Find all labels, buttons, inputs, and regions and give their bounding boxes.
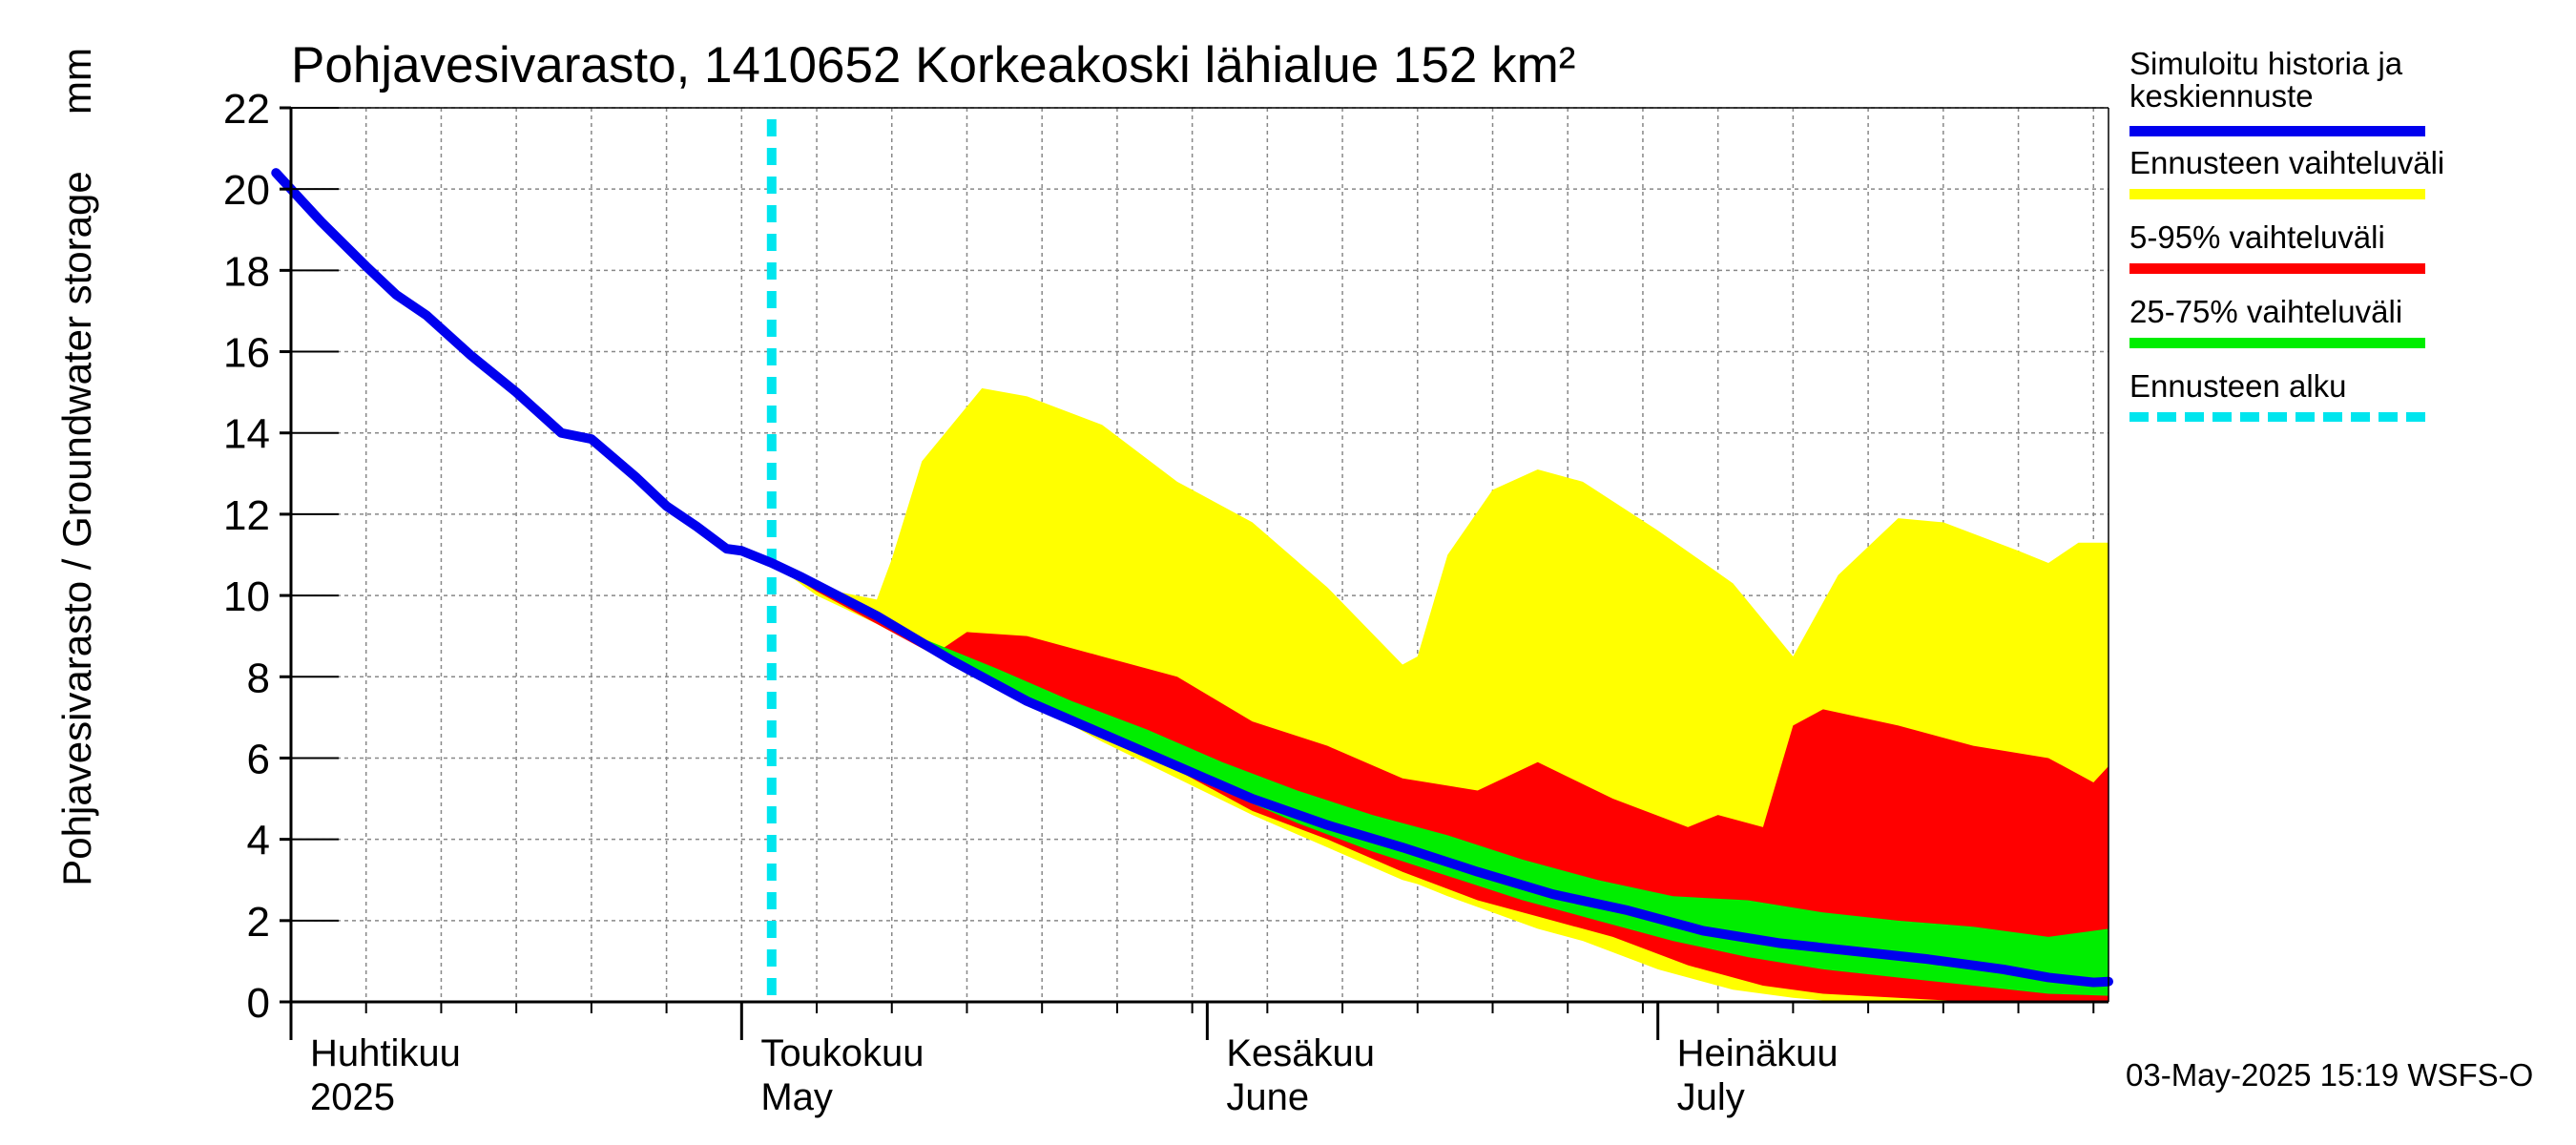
chart-title: Pohjavesivarasto, 1410652 Korkeakoski lä… — [291, 37, 1575, 94]
axes — [280, 106, 2109, 1040]
month-label-en: May — [760, 1076, 833, 1118]
month-label-fi: Toukokuu — [760, 1032, 924, 1074]
legend-label: Ennusteen alku — [2129, 368, 2347, 404]
legend-label: Ennusteen vaihteluväli — [2129, 145, 2445, 180]
legend-item: 5-95% vaihteluväli — [2129, 221, 2568, 296]
legend-swatch — [2129, 189, 2425, 199]
month-label-fi: Heinäkuu — [1677, 1032, 1839, 1074]
legend-swatch — [2129, 126, 2425, 136]
legend-label: Simuloitu historia ja keskiennuste — [2129, 46, 2403, 114]
month-label-en: July — [1677, 1076, 1745, 1118]
y-tick-label: 20 — [223, 167, 270, 214]
y-tick-label: 8 — [247, 655, 270, 701]
y-tick-label: 6 — [247, 736, 270, 782]
forecast-bands — [771, 387, 2109, 1002]
legend-item: Ennusteen vaihteluväli — [2129, 147, 2568, 221]
y-axis-label: Pohjavesivarasto / Groundwater storage — [54, 171, 99, 885]
y-tick-label: 2 — [247, 899, 270, 946]
band-00ee00 — [771, 563, 2109, 996]
legend-item: Simuloitu historia ja keskiennuste — [2129, 48, 2568, 147]
legend: Simuloitu historia ja keskiennuste Ennust… — [2129, 48, 2568, 445]
y-tick-label: 22 — [223, 86, 270, 133]
timestamp-footer: 03-May-2025 15:19 WSFS-O — [2126, 1057, 2534, 1093]
legend-item: Ennusteen alku — [2129, 370, 2568, 445]
y-tick-label: 4 — [247, 818, 270, 864]
month-label-en: June — [1226, 1076, 1309, 1118]
y-tick-label: 10 — [223, 573, 270, 620]
month-label-en: 2025 — [310, 1076, 395, 1118]
y-tick-label: 18 — [223, 248, 270, 295]
legend-swatch — [2129, 412, 2425, 422]
legend-swatch — [2129, 263, 2425, 274]
y-axis-unit: mm — [54, 48, 99, 114]
y-tick-label: 0 — [247, 980, 270, 1027]
band-ff0000 — [771, 563, 2109, 1002]
month-label-fi: Kesäkuu — [1226, 1032, 1375, 1074]
month-label-fi: Huhtikuu — [310, 1032, 461, 1074]
y-tick-label: 16 — [223, 330, 270, 377]
legend-label: 25-75% vaihteluväli — [2129, 294, 2403, 329]
y-tick-label: 12 — [223, 492, 270, 539]
legend-swatch — [2129, 338, 2425, 348]
series-lines — [271, 119, 2113, 1002]
legend-item: 25-75% vaihteluväli — [2129, 296, 2568, 370]
legend-label: 5-95% vaihteluväli — [2129, 219, 2385, 255]
mean-forecast-line — [271, 168, 2113, 988]
y-tick-label: 14 — [223, 411, 270, 458]
